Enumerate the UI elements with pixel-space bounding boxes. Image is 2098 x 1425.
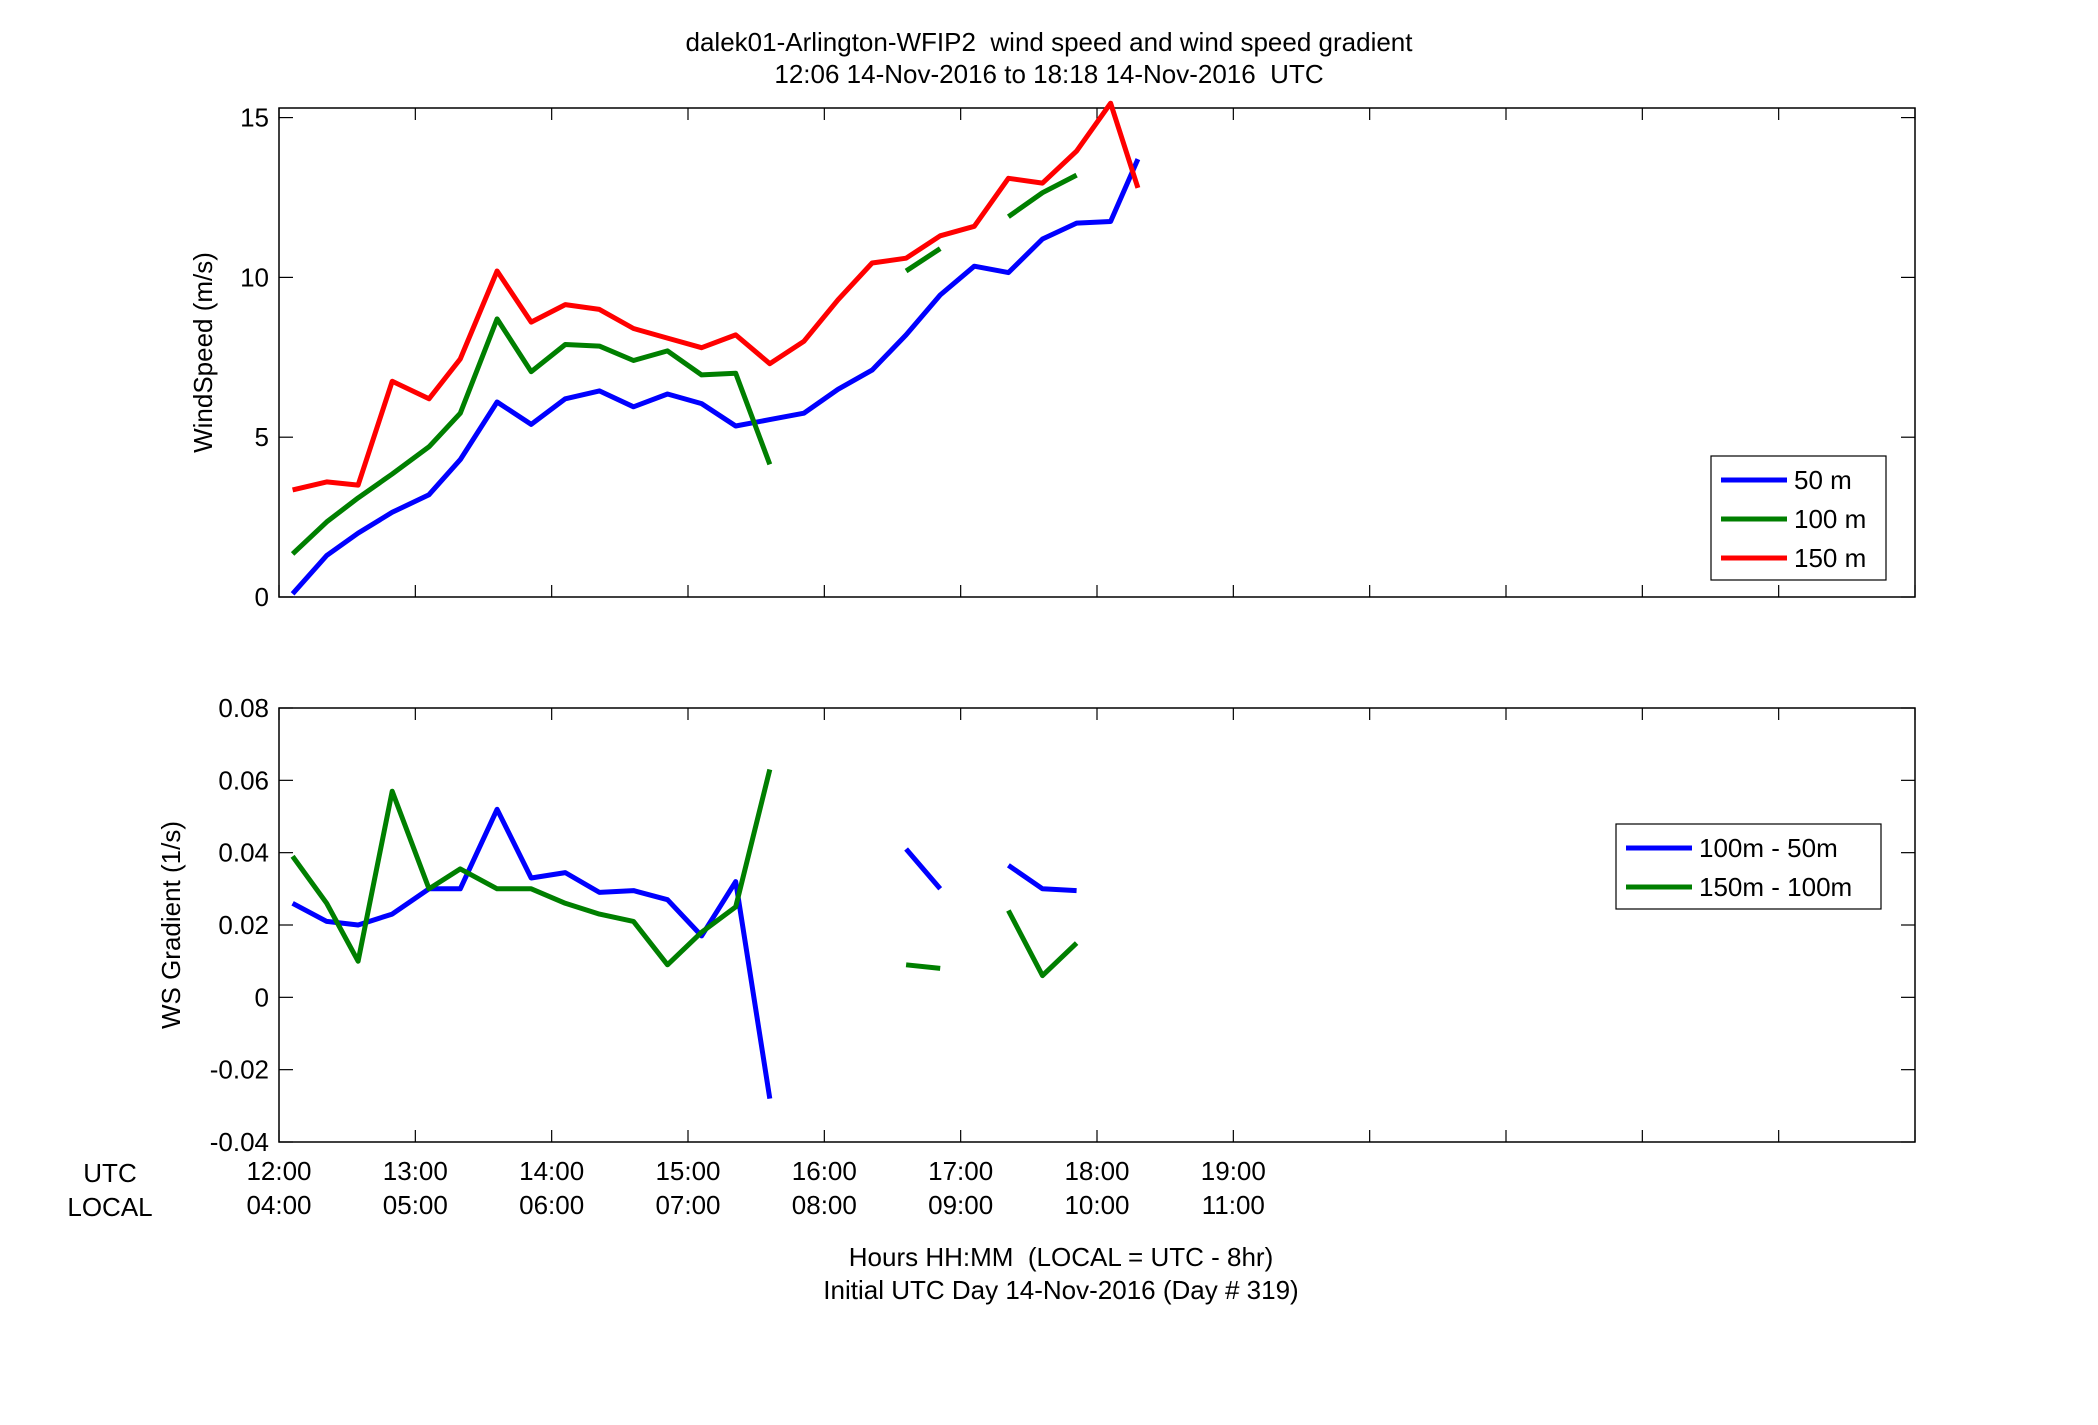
series-line-segment — [1006, 863, 1077, 894]
legend-entry: 100m - 50m — [1699, 833, 1838, 863]
series-1 — [291, 806, 1077, 1099]
chart-panel-2: -0.04 -0.02 0 0.02 0.04 0.06 0.08 WS Gradient (… — [156, 693, 1916, 1157]
legend-box — [1615, 823, 1882, 910]
utc-row-label: UTC — [83, 1158, 136, 1188]
series-line-segment — [1006, 172, 1078, 219]
y-tick-label: 0 — [255, 582, 269, 612]
x-tick-label-local: 08:00 — [792, 1190, 857, 1220]
x-tick-label-local: 11:00 — [1202, 1190, 1265, 1220]
y-tick-label: 5 — [255, 422, 269, 452]
legend: 50 m 100 m 150 m — [1710, 455, 1887, 581]
legend: 100m - 50m 150m - 100m — [1615, 823, 1882, 910]
series-line-segment — [290, 768, 773, 968]
series-line-segment — [292, 100, 1141, 493]
legend-entry: 150 m — [1794, 543, 1866, 573]
axes-box — [278, 107, 1916, 598]
x-tick-label-utc: 13:00 — [383, 1156, 448, 1186]
x-tick-label-local: 10:00 — [1064, 1190, 1129, 1220]
y-tick-label: 0.06 — [218, 765, 269, 795]
x-tick-label-utc: 18:00 — [1064, 1156, 1129, 1186]
series-line-segment — [291, 806, 773, 1099]
series-2 — [290, 768, 1079, 979]
y-tick-label: 0.02 — [218, 910, 269, 940]
x-tick-label-local: 09:00 — [928, 1190, 993, 1220]
y-tick-label: -0.02 — [210, 1055, 269, 1085]
y-tick-label: -0.04 — [210, 1127, 269, 1157]
legend-entry: 100 m — [1794, 504, 1866, 534]
chart-subtitle: 12:06 14-Nov-2016 to 18:18 14-Nov-2016 U… — [774, 59, 1324, 89]
series-line-segment — [290, 316, 773, 556]
y-tick-label: 15 — [240, 103, 269, 133]
y-tick-label: 0.04 — [218, 838, 269, 868]
x-tick-label-utc: 16:00 — [792, 1156, 857, 1186]
x-tick-label-utc: 12:00 — [246, 1156, 311, 1186]
y-tick-label: 10 — [240, 262, 269, 292]
series-3 — [292, 100, 1141, 493]
series-1 — [290, 158, 1141, 596]
y-tick-label: 0.08 — [218, 693, 269, 723]
time-axis-labels: UTC LOCAL 12:00 04:00 13:00 05:00 14:00 06:00 15… — [67, 1156, 1266, 1222]
x-tick-label-utc: 15:00 — [655, 1156, 720, 1186]
axes-box — [278, 707, 1916, 1143]
x-tick-label-local: 07:00 — [655, 1190, 720, 1220]
chart-title: dalek01-Arlington-WFIP2 wind speed and w… — [685, 27, 1413, 57]
x-tick-label-utc: 14:00 — [519, 1156, 584, 1186]
series-2 — [290, 172, 1078, 556]
local-row-label: LOCAL — [67, 1192, 152, 1222]
y-axis-label: WS Gradient (1/s) — [156, 821, 186, 1029]
x-axis-label: Hours HH:MM (LOCAL = UTC - 8hr) — [848, 1242, 1274, 1272]
chart-panel-1: 0 5 10 15 WindSpeed (m/s) 50 m 100 m 150 m — [188, 100, 1916, 612]
y-axis-label: WindSpeed (m/s) — [188, 252, 218, 453]
series-line-segment — [904, 246, 942, 274]
x-tick-label-local: 06:00 — [519, 1190, 584, 1220]
x-tick-label-utc: 19:00 — [1201, 1156, 1266, 1186]
series-line-segment — [1006, 909, 1079, 979]
x-tick-label-local: 05:00 — [383, 1190, 448, 1220]
y-tick-label: 0 — [255, 982, 269, 1012]
x-axis-sublabel: Initial UTC Day 14-Nov-2016 (Day # 319) — [823, 1275, 1299, 1305]
series-line-segment — [290, 158, 1141, 596]
legend-entry: 150m - 100m — [1699, 872, 1852, 902]
series-line-segment — [905, 962, 941, 971]
x-tick-label-local: 04:00 — [246, 1190, 311, 1220]
series-line-segment — [904, 847, 943, 891]
legend-entry: 50 m — [1794, 465, 1852, 495]
x-tick-label-utc: 17:00 — [928, 1156, 993, 1186]
